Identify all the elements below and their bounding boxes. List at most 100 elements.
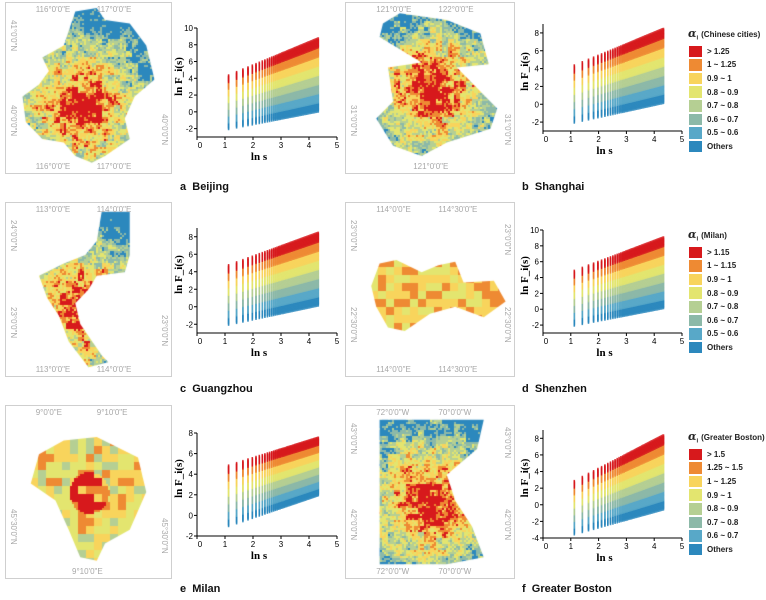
legend-title: αi (Greater Boston) <box>688 430 765 445</box>
legend-swatch <box>688 112 703 127</box>
legend-label: Others <box>707 545 733 555</box>
legend-item: 0.5 ~ 0.6 <box>688 327 738 341</box>
data-series <box>573 434 665 484</box>
coordinate-label: 117°0'0"E <box>96 162 132 171</box>
y-tick-label: 6 <box>535 451 540 460</box>
legend-swatch <box>688 85 703 99</box>
x-tick-label: 5 <box>680 337 685 346</box>
panel-letter: f <box>522 583 526 595</box>
data-series <box>227 436 320 468</box>
y-tick-label: 8 <box>535 434 540 443</box>
legend-label: 1 ~ 1.15 <box>707 261 737 271</box>
panel-city: Greater Boston <box>531 583 612 595</box>
legend-swatch <box>688 461 703 475</box>
legend-swatch <box>688 542 703 557</box>
x-axis-label: ln s <box>596 347 613 359</box>
legend-swatch <box>688 286 703 300</box>
legend-label: 0.5 ~ 0.6 <box>707 128 739 138</box>
y-tick-label: 6 <box>189 250 194 259</box>
scatter-chart-f: 0 1 2 3 4 5 -4 -2 0 2 4 6 8 ln s ln F_i(s) <box>519 430 685 564</box>
coordinate-label: 114°0'0"E <box>376 365 411 374</box>
coordinate-label: 117°0'0"E <box>96 5 132 14</box>
alpha-symbol: α <box>688 430 697 443</box>
legend-label: 0.7 ~ 0.8 <box>707 517 739 527</box>
y-tick-label: 8 <box>189 429 194 438</box>
map-milan: 9°0'0"E 9°10'0"E 9°10'0"E 45°30'0"N 45°30'0"… <box>5 405 172 579</box>
map-shenzhen: 114°0'0"E 114°30'0"E 114°0'0"E 114°30'0"E 23… <box>345 202 515 377</box>
y-tick-label: 6 <box>535 47 540 56</box>
y-tick-label: 10 <box>530 226 539 235</box>
x-tick-label: 4 <box>652 135 657 144</box>
legend-item: 0.9 ~ 1 <box>688 272 738 287</box>
legend-swatch <box>688 272 703 287</box>
y-tick-label: 0 <box>189 303 194 312</box>
panel-letter: c <box>180 383 187 395</box>
y-tick-label: 2 <box>535 82 540 91</box>
legend-label: > 1.25 <box>707 46 730 56</box>
panel-city: Beijing <box>192 181 229 193</box>
legend-title-text: (Chinese cities) <box>701 30 761 39</box>
legend-label: 1.25 ~ 1.5 <box>707 463 743 473</box>
legend-label: 1 ~ 1.25 <box>707 477 737 487</box>
legend-item: 0.6 ~ 0.7 <box>688 529 765 543</box>
legend-title: αi (Milan) <box>688 228 738 243</box>
legend-item: 0.9 ~ 1 <box>688 71 760 86</box>
y-tick-label: -2 <box>532 321 540 330</box>
y-axis-label: ln F_i(s) <box>173 459 185 498</box>
legend: αi (Greater Boston) > 1.5 1.25 ~ 1.5 1 ~ 1.2… <box>688 430 765 557</box>
x-tick-label: 1 <box>223 141 228 150</box>
data-series <box>573 236 665 273</box>
y-tick-label: 2 <box>535 484 540 493</box>
y-tick-label: 6 <box>535 258 540 267</box>
legend-label: 0.6 ~ 0.7 <box>707 531 739 541</box>
y-axis-label: ln F_i(s) <box>173 57 185 96</box>
legend-label: 0.9 ~ 1 <box>707 490 732 500</box>
y-axis-label: ln F_i(s) <box>173 255 185 294</box>
legend-label: 0.7 ~ 0.8 <box>707 302 739 312</box>
y-axis-label: ln F_i(s) <box>519 458 531 497</box>
y-tick-label: -2 <box>532 517 540 526</box>
y-tick-label: 4 <box>189 268 194 277</box>
legend-item: 0.7 ~ 0.8 <box>688 299 739 314</box>
legend-label: > 1.15 <box>707 247 730 257</box>
x-tick-label: 3 <box>279 540 284 549</box>
map-greater-boston: 72°0'0"W 70°0'0"W 72°0'0"W 70°0'0"W 43°0'0"N… <box>345 405 515 579</box>
legend-label: 0.5 ~ 0.6 <box>707 329 739 339</box>
legend-item: Others <box>688 139 760 154</box>
coordinate-label: 9°0'0"E <box>35 408 62 417</box>
legend-swatch <box>688 139 703 154</box>
legend-label: Others <box>707 343 733 353</box>
coordinate-label: 113°0'0"E <box>35 205 71 214</box>
coordinate-label: 121°0'0"E <box>376 5 412 14</box>
legend-item: 1 ~ 1.25 <box>688 474 765 489</box>
x-tick-label: 5 <box>680 542 685 551</box>
panel-letter: b <box>522 181 529 193</box>
panel-letter: d <box>522 383 529 395</box>
x-tick-label: 4 <box>652 542 657 551</box>
y-tick-label: 4 <box>535 468 540 477</box>
x-tick-label: 2 <box>596 135 601 144</box>
y-tick-label: 0 <box>535 305 540 314</box>
x-tick-label: 3 <box>624 337 629 346</box>
legend-swatch <box>688 529 703 543</box>
y-axis-label: ln F_i(s) <box>519 52 531 91</box>
legend-label: Others <box>707 142 733 152</box>
legend-swatch <box>688 474 703 489</box>
alpha-symbol: α <box>688 228 697 241</box>
legend-item: Others <box>688 340 738 355</box>
coordinate-label: 72°0'0"W <box>376 567 410 576</box>
data-series <box>227 231 320 268</box>
y-tick-label: 2 <box>189 491 194 500</box>
legend-item: 1 ~ 1.25 <box>688 58 760 72</box>
x-tick-label: 0 <box>198 141 203 150</box>
x-tick-label: 2 <box>251 540 256 549</box>
coordinate-label: 72°0'0"W <box>376 408 410 417</box>
coordinate-label: 9°10'0"E <box>72 567 103 576</box>
x-tick-label: 2 <box>596 337 601 346</box>
raster-map <box>346 203 514 376</box>
x-tick-label: 3 <box>279 337 284 346</box>
x-tick-label: 0 <box>544 542 549 551</box>
legend-label: 0.7 ~ 0.8 <box>707 101 739 111</box>
y-tick-label: 2 <box>189 285 194 294</box>
panel-caption: a Beijing <box>180 181 229 193</box>
